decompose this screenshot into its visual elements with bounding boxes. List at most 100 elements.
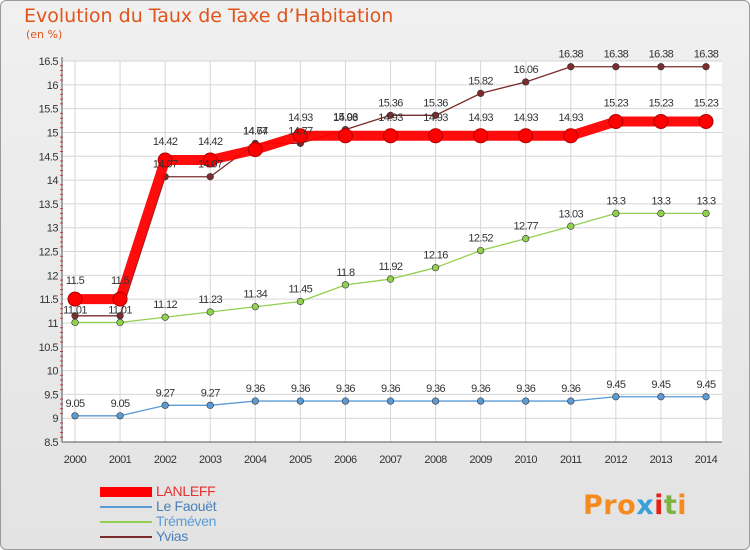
data-label: 13.3: [651, 195, 670, 207]
data-label: 14.07: [198, 159, 223, 171]
data-point: [518, 128, 534, 144]
data-label: 9.36: [246, 383, 265, 395]
legend-item: LANLEFF: [100, 483, 300, 499]
chart-legend: LANLEFF Le Faouët Tréméven Yvias: [100, 483, 300, 544]
data-point: [386, 275, 395, 283]
data-point: [428, 128, 444, 144]
data-label: 16.06: [513, 64, 538, 76]
data-label: 11.23: [198, 294, 222, 306]
data-label: 15.23: [604, 97, 629, 109]
logo-letter: P: [583, 490, 604, 521]
data-point: [431, 111, 440, 119]
data-label: 14.93: [288, 112, 313, 124]
data-point: [657, 209, 665, 217]
y-tick-label: 12: [47, 270, 59, 282]
data-point: [337, 128, 353, 144]
y-tick-label: 13.5: [39, 199, 59, 211]
y-tick-label: 12.5: [39, 247, 59, 259]
x-tick-label: 2006: [334, 454, 357, 466]
data-label: 15.06: [333, 112, 358, 124]
data-point: [567, 222, 575, 230]
legend-swatch: [100, 505, 152, 508]
data-point: [112, 291, 128, 307]
data-label: 13.03: [559, 208, 584, 220]
legend-swatch: [100, 535, 152, 538]
data-label: 9.05: [65, 398, 84, 410]
data-label: 12.77: [513, 221, 538, 233]
data-label: 11.8: [336, 267, 355, 279]
data-label: 13.3: [696, 195, 715, 207]
data-label: 14.42: [198, 136, 223, 148]
legend-label: LANLEFF: [156, 483, 216, 499]
data-point: [71, 318, 79, 327]
data-label: 9.27: [156, 387, 175, 399]
data-point: [431, 264, 440, 272]
legend-label: Tréméven: [156, 513, 217, 529]
logo-letter: o: [617, 490, 637, 521]
data-label: 16.38: [559, 49, 584, 61]
y-tick-label: 13: [47, 223, 59, 235]
data-point: [386, 111, 395, 119]
data-label: 14.77: [243, 125, 268, 137]
data-point: [206, 401, 214, 409]
data-point: [473, 128, 489, 144]
data-label: 14.42: [153, 136, 178, 148]
y-tick-label: 14.5: [39, 151, 59, 163]
legend-item: Tréméven: [100, 513, 300, 529]
data-label: 14.93: [468, 112, 493, 124]
data-point: [698, 113, 714, 129]
y-tick-label: 15: [47, 127, 59, 139]
data-label: 15.36: [423, 97, 448, 109]
logo-letter: x: [636, 490, 655, 521]
legend-item: Yvias: [100, 528, 300, 544]
data-point: [431, 397, 440, 405]
data-point: [477, 89, 485, 97]
data-point: [702, 209, 710, 217]
data-label: 15.23: [649, 97, 674, 109]
y-tick-label: 11: [48, 318, 59, 330]
x-tick-label: 2012: [605, 454, 628, 466]
x-tick-label: 2003: [199, 454, 222, 466]
data-label: 9.45: [651, 379, 670, 391]
data-point: [251, 397, 259, 405]
data-point: [157, 152, 173, 168]
y-tick-label: 8.5: [44, 437, 58, 449]
data-label: 14.64: [243, 126, 268, 138]
data-label: 11.5: [111, 275, 130, 287]
data-point: [251, 303, 259, 311]
data-point: [477, 397, 485, 405]
y-tick-label: 14: [47, 175, 59, 187]
legend-label: Yvias: [156, 528, 188, 544]
data-label: 11.92: [379, 261, 403, 273]
data-point: [206, 173, 214, 181]
x-tick-label: 2013: [650, 454, 673, 466]
data-label: 15.82: [468, 75, 493, 87]
data-label: 9.27: [201, 387, 220, 399]
data-point: [296, 397, 304, 405]
data-label: 14.93: [333, 112, 358, 124]
data-label: 15.23: [694, 97, 719, 109]
data-point: [612, 209, 620, 217]
data-label: 13.3: [606, 195, 625, 207]
data-point: [71, 412, 79, 420]
x-tick-label: 2004: [244, 454, 267, 466]
data-point: [67, 291, 83, 307]
data-point: [612, 393, 620, 401]
y-tick-label: 11.5: [39, 294, 58, 306]
legend-item: Le Faouët: [100, 498, 300, 514]
data-point: [116, 312, 124, 320]
x-tick-label: 2005: [289, 454, 312, 466]
y-tick-label: 9: [52, 413, 58, 425]
data-point: [292, 128, 308, 144]
data-point: [522, 235, 530, 243]
y-tick-label: 16: [47, 80, 59, 92]
data-label: 14.07: [153, 159, 178, 171]
data-point: [383, 128, 398, 144]
logo-letter: i: [677, 490, 688, 521]
data-label: 16.38: [694, 49, 719, 61]
y-tick-label: 10: [47, 366, 59, 378]
data-label: 16.38: [649, 49, 674, 61]
data-label: 9.36: [426, 383, 445, 395]
data-label: 14.93: [378, 112, 403, 124]
